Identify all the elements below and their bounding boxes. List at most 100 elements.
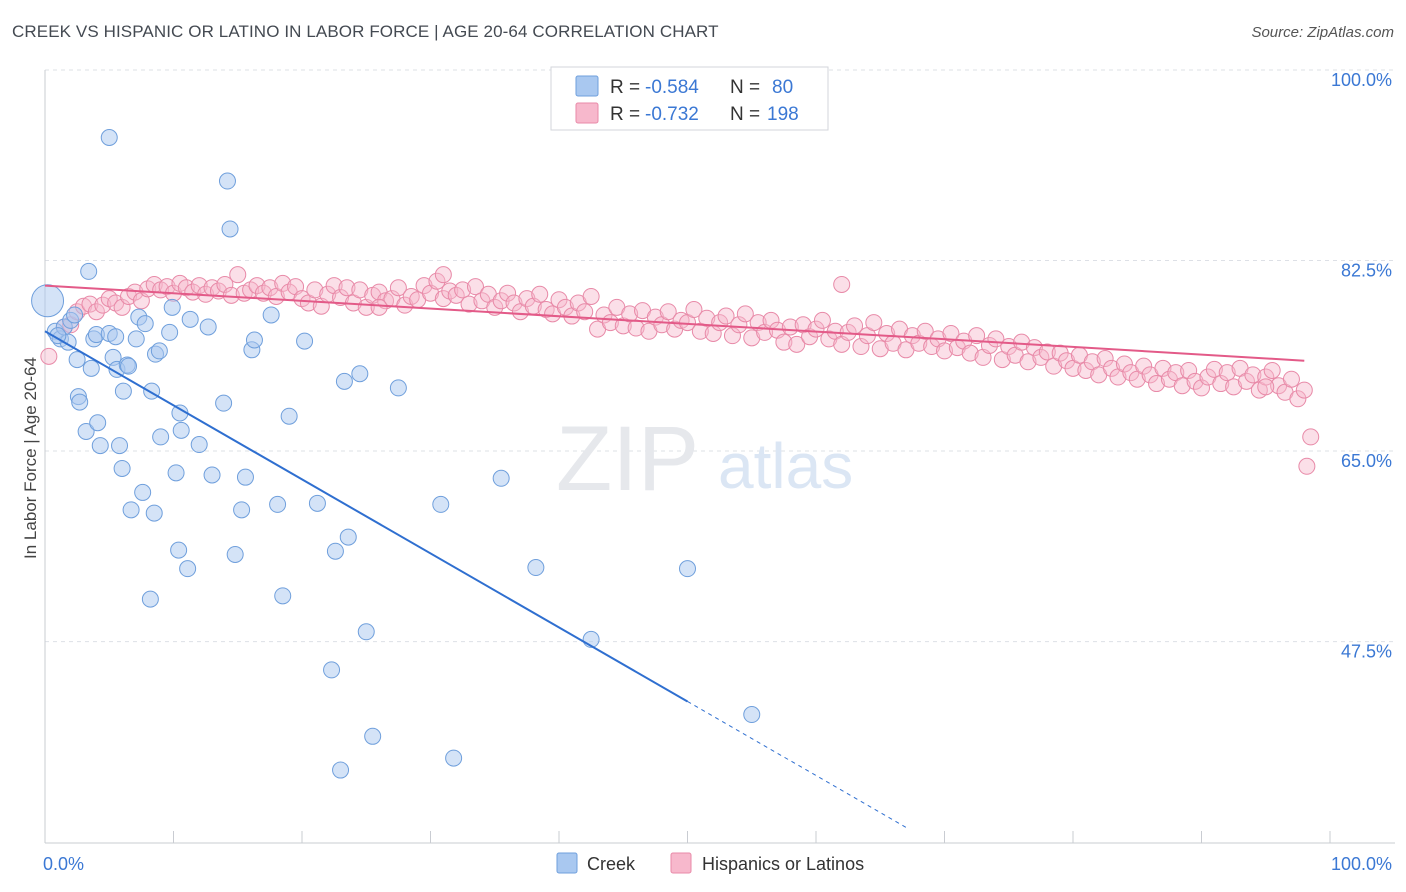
hispanic-point (1263, 361, 1281, 379)
bottom-legend-creek-label: Creek (587, 854, 636, 874)
hispanic-point (878, 324, 896, 342)
hispanic-point (466, 278, 484, 296)
hispanic-point (1218, 364, 1236, 382)
x-tick-label: 100.0% (1331, 854, 1392, 874)
creek-point (203, 466, 221, 484)
hispanic-point (871, 340, 889, 358)
hispanic-point (94, 296, 112, 314)
hispanic-point (87, 303, 105, 321)
y-tick-label: 100.0% (1331, 70, 1392, 90)
hispanic-point (736, 305, 754, 323)
creek-point (308, 494, 326, 512)
hispanic-point (158, 278, 176, 296)
creek-point (145, 504, 163, 522)
creek-point (91, 437, 109, 455)
hispanic-point (1077, 361, 1095, 379)
hispanic-point (775, 333, 793, 351)
legend-creek-r-value: -0.584 (645, 77, 699, 98)
hispanic-point (1225, 378, 1243, 396)
hispanic-point (428, 272, 446, 290)
legend-creek-n-value: 80 (772, 77, 793, 98)
creek-point (233, 501, 251, 519)
hispanic-point (1282, 370, 1300, 388)
creek-point (389, 379, 407, 397)
y-tick-label: 47.5% (1341, 642, 1392, 662)
hispanic-point (1115, 355, 1133, 373)
legend-creek-swatch (575, 75, 599, 97)
creek-point (199, 318, 217, 336)
y-tick-label: 65.0% (1341, 451, 1392, 471)
creek-point (357, 623, 375, 641)
creek-point (323, 661, 341, 679)
bottom-legend-hisp-swatch (670, 852, 692, 874)
hispanic-point (351, 281, 369, 299)
hispanic-point (1103, 359, 1121, 377)
hispanic-point (556, 298, 574, 316)
creek-point (226, 545, 244, 563)
creek-point (179, 560, 197, 578)
hispanic-point (1038, 343, 1056, 361)
creek-point (107, 328, 125, 346)
stats-legend: R = -0.584 N = 80 R = -0.732 N = 198 (550, 66, 829, 131)
creek-point (262, 306, 280, 324)
legend-hisp-swatch (575, 102, 599, 124)
bottom-legend-hisp-label: Hispanics or Latinos (702, 854, 864, 874)
creek-point (71, 393, 89, 411)
hispanic-point (788, 335, 806, 353)
creek-point (152, 428, 170, 446)
hispanic-point (261, 279, 279, 297)
hispanic-point (807, 320, 825, 338)
legend-creek-r-label: R = (610, 77, 640, 98)
y-tick-label: 82.5% (1341, 261, 1392, 281)
hispanic-point (621, 305, 639, 323)
creek-point (167, 464, 185, 482)
hispanic-point (916, 322, 934, 340)
creek-point (221, 220, 239, 238)
creek-point (335, 372, 353, 390)
creek-point (332, 761, 350, 779)
hispanic-point (582, 287, 600, 305)
creek-point (114, 382, 132, 400)
trend-lines (44, 284, 1305, 828)
creek-point (527, 559, 545, 577)
hispanic-point (1257, 368, 1275, 386)
hispanic-point (460, 295, 478, 313)
creek-point (274, 587, 292, 605)
creek-point (215, 394, 233, 412)
hispanic-point (749, 314, 767, 332)
hispanic-point (1186, 372, 1204, 390)
creek-point (269, 495, 287, 513)
hispanic-point (499, 284, 517, 302)
axes (44, 70, 1395, 844)
creek-point (80, 262, 98, 280)
hispanic-point (1289, 390, 1307, 408)
hispanic-point (961, 344, 979, 362)
creek-point (134, 483, 152, 501)
creek-points (31, 129, 761, 779)
hispanic-point (813, 311, 831, 329)
y-tick-labels: 100.0% 82.5% 65.0% 47.5% (1331, 70, 1392, 662)
watermark-atlas: atlas (718, 430, 853, 502)
creek-point (113, 459, 131, 477)
hispanic-point (1135, 357, 1153, 375)
hispanic-point (1013, 333, 1031, 351)
creek-point (364, 727, 382, 745)
hispanic-point (216, 275, 234, 293)
creek-point (89, 414, 107, 432)
hispanic-point (1237, 372, 1255, 390)
hispanic-point (1193, 379, 1210, 397)
watermark: ZIP atlas (556, 408, 853, 510)
creek-point (351, 365, 369, 383)
creek-point (679, 560, 696, 578)
hispanic-point (1154, 359, 1172, 377)
hispanic-point (306, 281, 324, 299)
legend-hisp-n-value: 198 (767, 104, 799, 125)
hispanic-point (396, 296, 414, 314)
hispanic-point (274, 274, 292, 292)
hispanic-point (190, 277, 208, 295)
creek-point (49, 327, 67, 345)
creek-point (127, 330, 145, 348)
legend-creek-n-label: N = (730, 77, 760, 98)
watermark-zip: ZIP (556, 408, 699, 510)
